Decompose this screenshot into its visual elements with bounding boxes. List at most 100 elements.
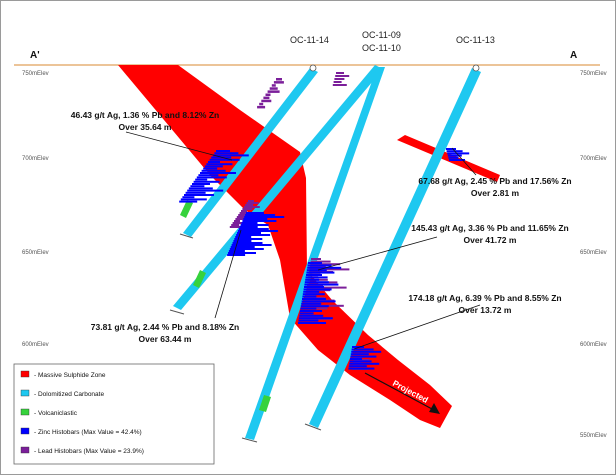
zinc-histobar <box>447 154 462 157</box>
zinc-histobar <box>179 200 198 203</box>
zinc-histobar <box>187 189 224 192</box>
zinc-histobar <box>227 254 246 256</box>
zinc-histobar <box>211 156 232 159</box>
lead-histobar <box>229 226 246 228</box>
zinc-histobar <box>239 226 258 228</box>
zinc-histobar <box>308 262 322 264</box>
zinc-histobar <box>198 174 219 177</box>
drill-trace-oc-11-10 <box>245 67 385 440</box>
zinc-histobar <box>299 312 314 315</box>
legend-label: - Zinc Histobars (Max Value = 42.4%) <box>34 429 142 436</box>
lead-histobar <box>232 222 245 224</box>
intercept-length-text: Over 41.72 m <box>464 235 517 245</box>
zinc-histobar <box>237 230 278 232</box>
elevation-label-right: 650mElev <box>580 250 607 256</box>
intercept-length-text: Over 63.44 m <box>139 334 192 344</box>
zinc-histobar <box>349 360 372 363</box>
zinc-histobar <box>350 353 369 356</box>
zinc-histobar <box>185 191 206 194</box>
intercept-leader-line <box>353 304 481 350</box>
zinc-histobar <box>190 185 205 188</box>
lead-histobar <box>305 294 316 297</box>
legend-box <box>13 363 215 465</box>
legend-swatch-zinc <box>20 427 30 435</box>
intercept-leader-line <box>125 131 233 161</box>
drill-trace-oc-11-14 <box>183 68 318 237</box>
zinc-histobar <box>201 169 226 172</box>
section-end-left: A' <box>30 50 40 61</box>
zinc-histobar <box>300 307 317 310</box>
projected-arrow-head <box>429 403 440 414</box>
intercept-length-text: Over 35.64 m <box>119 122 172 132</box>
end-of-hole-tick <box>169 309 185 315</box>
elevation-label-right: 700mElev <box>580 156 607 162</box>
zinc-histobar <box>302 298 326 300</box>
zinc-histobar <box>304 283 339 286</box>
zinc-histobar <box>298 319 319 322</box>
section-end-right: A <box>570 50 577 61</box>
zinc-histobar <box>301 300 336 303</box>
legend-swatch-sulphide <box>20 370 30 378</box>
drill-hole-label: OC-11-14 <box>290 35 329 45</box>
zinc-histobars <box>179 148 470 370</box>
volcaniclastic-interval <box>259 395 271 412</box>
lead-histobar <box>238 214 247 216</box>
zinc-histobar <box>303 290 320 293</box>
zinc-histobar <box>298 322 326 324</box>
zinc-histobar <box>232 242 263 244</box>
elevation-label-right: 600mElev <box>580 342 607 348</box>
end-of-hole-tick <box>241 437 258 443</box>
end-of-hole-tick <box>179 233 194 239</box>
intercept-leader-line <box>451 147 477 176</box>
drill-trace-oc-11-09 <box>173 65 383 310</box>
intercept-leader-line <box>317 236 438 271</box>
zinc-histobar <box>305 278 320 281</box>
lead-histobar <box>234 220 240 222</box>
zinc-histobar <box>244 216 285 218</box>
zinc-histobar <box>238 228 269 230</box>
lead-histobar <box>306 286 347 289</box>
elevation-label-right: 750mElev <box>580 71 607 77</box>
zinc-histobar <box>298 317 333 320</box>
legend-swatch-lead <box>20 446 30 454</box>
zinc-histobar <box>235 236 252 238</box>
zinc-histobar <box>229 248 264 250</box>
legend-swatch-carbonate <box>20 389 30 397</box>
legend-label: - Dolomitized Carbonate <box>34 391 104 398</box>
lead-histobar <box>243 206 260 208</box>
zinc-histobar <box>214 152 239 155</box>
zinc-histobar <box>304 286 324 288</box>
zinc-histobar <box>246 212 264 214</box>
zinc-histobar <box>448 156 459 159</box>
lead-histobar <box>259 102 264 106</box>
legend: - Massive Sulphide Zone - Dolomitized Ca… <box>13 363 215 465</box>
lead-histobar <box>248 200 254 202</box>
lead-histobar <box>273 81 284 84</box>
collar-oc-11-14 <box>309 64 317 72</box>
zinc-histobar <box>184 194 214 196</box>
zinc-histobar <box>231 244 272 246</box>
zinc-histobar <box>299 314 324 317</box>
massive-sulphide-zone <box>118 65 452 428</box>
zinc-histobar <box>236 234 271 236</box>
zinc-histobar <box>306 271 335 274</box>
lead-histobar <box>335 75 350 77</box>
zinc-histobar <box>302 295 317 298</box>
legend-swatch-volcaniclastic <box>20 408 30 416</box>
zinc-histobar <box>192 183 210 185</box>
zinc-histobar <box>302 293 325 296</box>
zinc-histobar <box>234 238 263 240</box>
zinc-histobar <box>212 154 249 157</box>
zinc-histobar <box>180 198 207 201</box>
zinc-histobar <box>348 367 375 370</box>
zinc-histobar <box>242 220 277 222</box>
zinc-histobar <box>233 240 252 242</box>
elevation-label-left: 750mElev <box>22 71 49 77</box>
zinc-histobar <box>349 362 380 365</box>
lead-histobar <box>336 72 344 74</box>
zinc-histobar <box>446 148 456 150</box>
intercept-grade-text: 73.81 g/t Ag, 2.44 % Pb and 8.18% Zn <box>91 322 239 332</box>
zinc-histobar <box>206 163 233 166</box>
zinc-histobar <box>300 305 329 308</box>
volcaniclastic-interval <box>193 270 206 288</box>
